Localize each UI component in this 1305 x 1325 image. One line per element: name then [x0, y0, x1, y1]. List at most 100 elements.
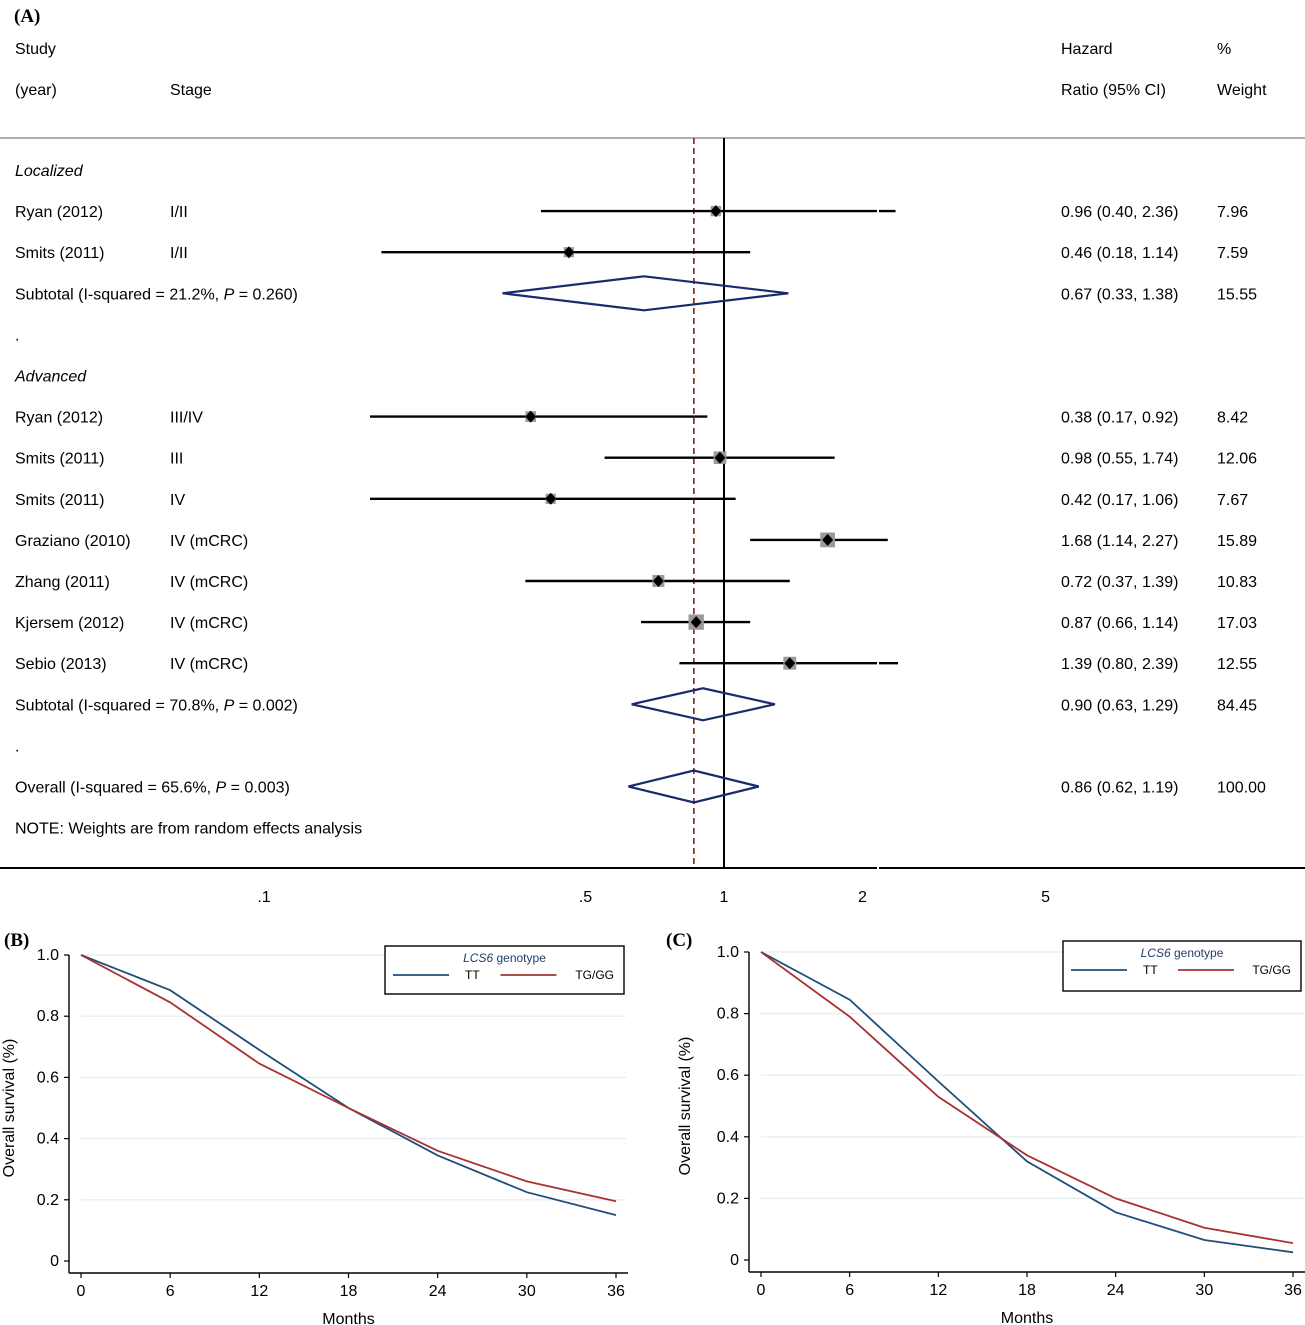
- pooled-label: Overall (I-squared = 65.6%, P = 0.003): [15, 780, 290, 797]
- legend-title: LCS6 genotype: [463, 951, 546, 965]
- hazard-ratio-ci: 0.86 (0.62, 1.19): [1061, 780, 1178, 797]
- forest-row: Zhang (2011) IV (mCRC) 0.72 (0.37, 1.39) 10…: [15, 574, 1257, 591]
- x-tick-label: 18: [340, 1283, 358, 1300]
- hazard-ratio-ci: 1.68 (1.14, 2.27): [1061, 533, 1178, 550]
- study-name: Smits (2011): [15, 492, 105, 509]
- hazard-ratio-ci: 0.72 (0.37, 1.39): [1061, 574, 1178, 591]
- forest-row: Subtotal (I-squared = 70.8%, P = 0.002) 0…: [15, 687, 1257, 722]
- study-weight: 8.42: [1217, 410, 1248, 427]
- y-tick-label: 0.8: [717, 1006, 739, 1023]
- x-tick-label: 6: [845, 1282, 854, 1299]
- study-stage: IV (mCRC): [170, 615, 248, 632]
- y-tick-label: 0.2: [717, 1190, 739, 1207]
- header-year: (year): [15, 82, 57, 99]
- header-percent: %: [1217, 41, 1231, 58]
- x-tick-label: 30: [518, 1283, 536, 1300]
- x-tick-label: 30: [1195, 1282, 1213, 1299]
- pooled-weight: 100.00: [1217, 780, 1266, 797]
- legend-label-tg-gg: TG/GG: [575, 968, 614, 982]
- study-name: Ryan (2012): [15, 204, 103, 221]
- legend-label-tg-gg: TG/GG: [1252, 963, 1291, 977]
- header-study: Study: [15, 41, 56, 58]
- forest-row: Subtotal (I-squared = 21.2%, P = 0.260) 0…: [15, 275, 1257, 312]
- separator-dot: .: [15, 738, 19, 755]
- study-name: Smits (2011): [15, 451, 105, 468]
- study-weight: 7.96: [1217, 204, 1248, 221]
- y-tick-label: 1.0: [717, 944, 739, 961]
- panel-label: (B): [4, 930, 29, 951]
- y-tick-label: 0.6: [37, 1069, 59, 1086]
- forest-row: Ryan (2012) I/II 0.96 (0.40, 2.36) 7.96: [15, 204, 1248, 221]
- study-name: Sebio (2013): [15, 656, 107, 673]
- y-tick-label: 0: [730, 1252, 739, 1269]
- legend: LCS6 genotype TT TG/GG: [1062, 940, 1302, 992]
- separator-dot: .: [15, 327, 19, 344]
- point-estimate: [525, 410, 537, 423]
- study-stage: I/II: [170, 204, 188, 221]
- forest-row: Localized: [15, 163, 84, 180]
- survival-plot-panel: (B) 0 0.2 0.4 0.6 0.8 1.0 0 6 12 18 24 30 36 Months Ove…: [1, 930, 628, 1325]
- forest-row: Graziano (2010) IV (mCRC) 1.68 (1.14, 2.27…: [15, 532, 1257, 550]
- y-axis-title: Overall survival (%): [1, 1039, 18, 1178]
- forest-row: NOTE: Weights are from random effects an…: [15, 821, 362, 838]
- forest-x-tick-label: .1: [257, 889, 270, 906]
- y-tick-label: 1.0: [37, 947, 59, 964]
- forest-row: Kjersem (2012) IV (mCRC) 0.87 (0.66, 1.14)…: [15, 614, 1257, 632]
- group-label: Advanced: [14, 369, 87, 386]
- y-tick-label: 0.8: [37, 1008, 59, 1025]
- point-estimate: [563, 246, 575, 259]
- pooled-label: Subtotal (I-squared = 21.2%, P = 0.260): [15, 286, 298, 303]
- forest-x-tick-label: 2: [858, 889, 867, 906]
- point-estimate: [714, 451, 726, 464]
- pooled-weight: 15.55: [1217, 286, 1257, 303]
- hazard-ratio-ci: 0.67 (0.33, 1.38): [1061, 286, 1178, 303]
- x-tick-label: 6: [166, 1283, 175, 1300]
- forest-x-tick-label: 1: [720, 889, 729, 906]
- y-tick-label: 0: [50, 1253, 59, 1270]
- study-stage: IV (mCRC): [170, 574, 248, 591]
- x-tick-label: 12: [929, 1282, 947, 1299]
- y-tick-label: 0.2: [37, 1192, 59, 1209]
- hazard-ratio-ci: 1.39 (0.80, 2.39): [1061, 656, 1178, 673]
- y-tick-label: 0.6: [717, 1067, 739, 1084]
- survival-curve-tg-gg: [760, 951, 1294, 1244]
- x-axis-title: Months: [322, 1311, 374, 1325]
- study-weight: 7.59: [1217, 245, 1248, 262]
- header-hazard: Hazard: [1061, 41, 1113, 58]
- y-tick-label: 0.4: [37, 1131, 59, 1148]
- legend-box: [1062, 940, 1302, 992]
- survival-curve-tt: [760, 951, 1294, 1254]
- forest-row: Smits (2011) IV 0.42 (0.17, 1.06) 7.67: [15, 492, 1248, 509]
- study-weight: 12.55: [1217, 656, 1257, 673]
- forest-plot-panel: (A) Study (year) Stage Hazard Ratio (95% CI)%…: [0, 6, 1305, 906]
- forest-row: Ryan (2012) III/IV 0.38 (0.17, 0.92) 8.42: [15, 410, 1248, 427]
- pooled-weight: 84.45: [1217, 697, 1257, 714]
- study-stage: IV (mCRC): [170, 533, 248, 550]
- header-weight: Weight: [1217, 82, 1267, 99]
- study-stage: III: [170, 451, 183, 468]
- y-axis-title: Overall survival (%): [677, 1037, 694, 1176]
- pooled-diamond: [631, 687, 776, 722]
- x-tick-label: 0: [757, 1282, 766, 1299]
- forest-x-tick-label: 5: [1041, 889, 1050, 906]
- legend-box: [384, 945, 625, 995]
- study-name: Graziano (2010): [15, 533, 131, 550]
- x-tick-label: 36: [607, 1283, 625, 1300]
- forest-row: Sebio (2013) IV (mCRC) 1.39 (0.80, 2.39) 12…: [15, 656, 1257, 673]
- forest-row: Smits (2011) I/II 0.46 (0.18, 1.14) 7.59: [15, 245, 1248, 262]
- study-weight: 15.89: [1217, 533, 1257, 550]
- legend-title: LCS6 genotype: [1141, 946, 1224, 960]
- study-stage: I/II: [170, 245, 188, 262]
- legend: LCS6 genotype TT TG/GG: [384, 945, 625, 995]
- point-estimate: [710, 205, 722, 218]
- x-tick-label: 36: [1284, 1282, 1302, 1299]
- x-tick-label: 24: [1107, 1282, 1125, 1299]
- hazard-ratio-ci: 0.42 (0.17, 1.06): [1061, 492, 1178, 509]
- forest-row: Advanced: [14, 369, 87, 386]
- hazard-ratio-ci: 0.38 (0.17, 0.92): [1061, 410, 1178, 427]
- hazard-ratio-ci: 0.98 (0.55, 1.74): [1061, 451, 1178, 468]
- y-tick-label: 0.4: [717, 1129, 739, 1146]
- study-weight: 7.67: [1217, 492, 1248, 509]
- forest-x-tick-label: .5: [579, 889, 592, 906]
